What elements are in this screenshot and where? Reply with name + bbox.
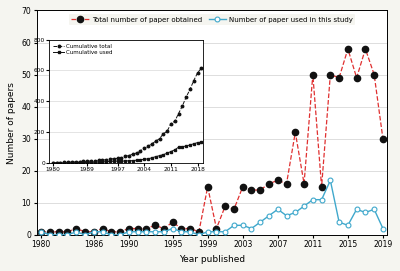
Total number of paper obtained xyxy=(100,227,105,230)
Total number of paper obtained xyxy=(205,185,210,188)
Total number of paper obtained xyxy=(284,182,289,185)
Number of paper used in this study xyxy=(223,230,228,233)
Number of paper used in this study xyxy=(275,208,280,211)
Total number of paper obtained xyxy=(118,230,122,233)
Total number of paper obtained xyxy=(179,227,184,230)
Line: Total number of paper obtained: Total number of paper obtained xyxy=(38,46,386,235)
Total number of paper obtained xyxy=(275,179,280,182)
Total number of paper obtained xyxy=(223,204,228,208)
Number of paper used in this study xyxy=(170,227,175,230)
Total number of paper obtained xyxy=(363,47,368,51)
Total number of paper obtained xyxy=(249,188,254,192)
Number of paper used in this study xyxy=(65,233,70,237)
X-axis label: Year published: Year published xyxy=(179,255,245,264)
Number of paper used in this study xyxy=(118,233,122,237)
Number of paper used in this study xyxy=(82,233,87,237)
Number of paper used in this study xyxy=(153,230,158,233)
Number of paper used in this study xyxy=(363,211,368,214)
Number of paper used in this study xyxy=(267,214,272,217)
Number of paper used in this study xyxy=(74,230,79,233)
Total number of paper obtained xyxy=(48,230,52,233)
Total number of paper obtained xyxy=(310,73,315,76)
Number of paper used in this study xyxy=(372,208,376,211)
Number of paper used in this study xyxy=(56,233,61,237)
Total number of paper obtained xyxy=(328,73,333,76)
Number of paper used in this study xyxy=(249,227,254,230)
Number of paper used in this study xyxy=(354,208,359,211)
Total number of paper obtained xyxy=(91,230,96,233)
Number of paper used in this study xyxy=(91,230,96,233)
Total number of paper obtained xyxy=(109,230,114,233)
Total number of paper obtained xyxy=(188,227,192,230)
Total number of paper obtained xyxy=(354,76,359,79)
Number of paper used in this study xyxy=(179,230,184,233)
Total number of paper obtained xyxy=(126,227,131,230)
Total number of paper obtained xyxy=(337,76,342,79)
Number of paper used in this study xyxy=(48,233,52,237)
Number of paper used in this study xyxy=(302,204,306,208)
Total number of paper obtained xyxy=(65,230,70,233)
Number of paper used in this study xyxy=(258,221,263,224)
Number of paper used in this study xyxy=(232,224,236,227)
Number of paper used in this study xyxy=(319,198,324,201)
Number of paper used in this study xyxy=(328,179,333,182)
Number of paper used in this study xyxy=(144,230,149,233)
Y-axis label: Number of papers: Number of papers xyxy=(7,82,16,164)
Total number of paper obtained xyxy=(153,224,158,227)
Number of paper used in this study xyxy=(205,230,210,233)
Number of paper used in this study xyxy=(240,224,245,227)
Legend: Total number of paper obtained, Number of paper used in this study: Total number of paper obtained, Number o… xyxy=(69,14,356,25)
Total number of paper obtained xyxy=(232,208,236,211)
Number of paper used in this study xyxy=(126,230,131,233)
Number of paper used in this study xyxy=(188,230,192,233)
Total number of paper obtained xyxy=(319,185,324,188)
Total number of paper obtained xyxy=(162,227,166,230)
Number of paper used in this study xyxy=(293,211,298,214)
Total number of paper obtained xyxy=(144,227,149,230)
Total number of paper obtained xyxy=(39,230,44,233)
Total number of paper obtained xyxy=(380,137,385,140)
Number of paper used in this study xyxy=(380,227,385,230)
Number of paper used in this study xyxy=(135,230,140,233)
Total number of paper obtained xyxy=(170,221,175,224)
Number of paper used in this study xyxy=(100,230,105,233)
Line: Number of paper used in this study: Number of paper used in this study xyxy=(39,178,385,237)
Total number of paper obtained xyxy=(56,230,61,233)
Total number of paper obtained xyxy=(74,227,79,230)
Total number of paper obtained xyxy=(135,227,140,230)
Total number of paper obtained xyxy=(372,73,376,76)
Number of paper used in this study xyxy=(214,230,219,233)
Total number of paper obtained xyxy=(346,47,350,51)
Number of paper used in this study xyxy=(346,224,350,227)
Number of paper used in this study xyxy=(162,230,166,233)
Total number of paper obtained xyxy=(82,230,87,233)
Number of paper used in this study xyxy=(284,214,289,217)
Total number of paper obtained xyxy=(214,227,219,230)
Number of paper used in this study xyxy=(39,230,44,233)
Number of paper used in this study xyxy=(337,221,342,224)
Total number of paper obtained xyxy=(302,182,306,185)
Total number of paper obtained xyxy=(258,188,263,192)
Total number of paper obtained xyxy=(293,131,298,134)
Total number of paper obtained xyxy=(196,230,201,233)
Number of paper used in this study xyxy=(196,233,201,237)
Total number of paper obtained xyxy=(267,182,272,185)
Number of paper used in this study xyxy=(109,233,114,237)
Total number of paper obtained xyxy=(240,185,245,188)
Number of paper used in this study xyxy=(310,198,315,201)
